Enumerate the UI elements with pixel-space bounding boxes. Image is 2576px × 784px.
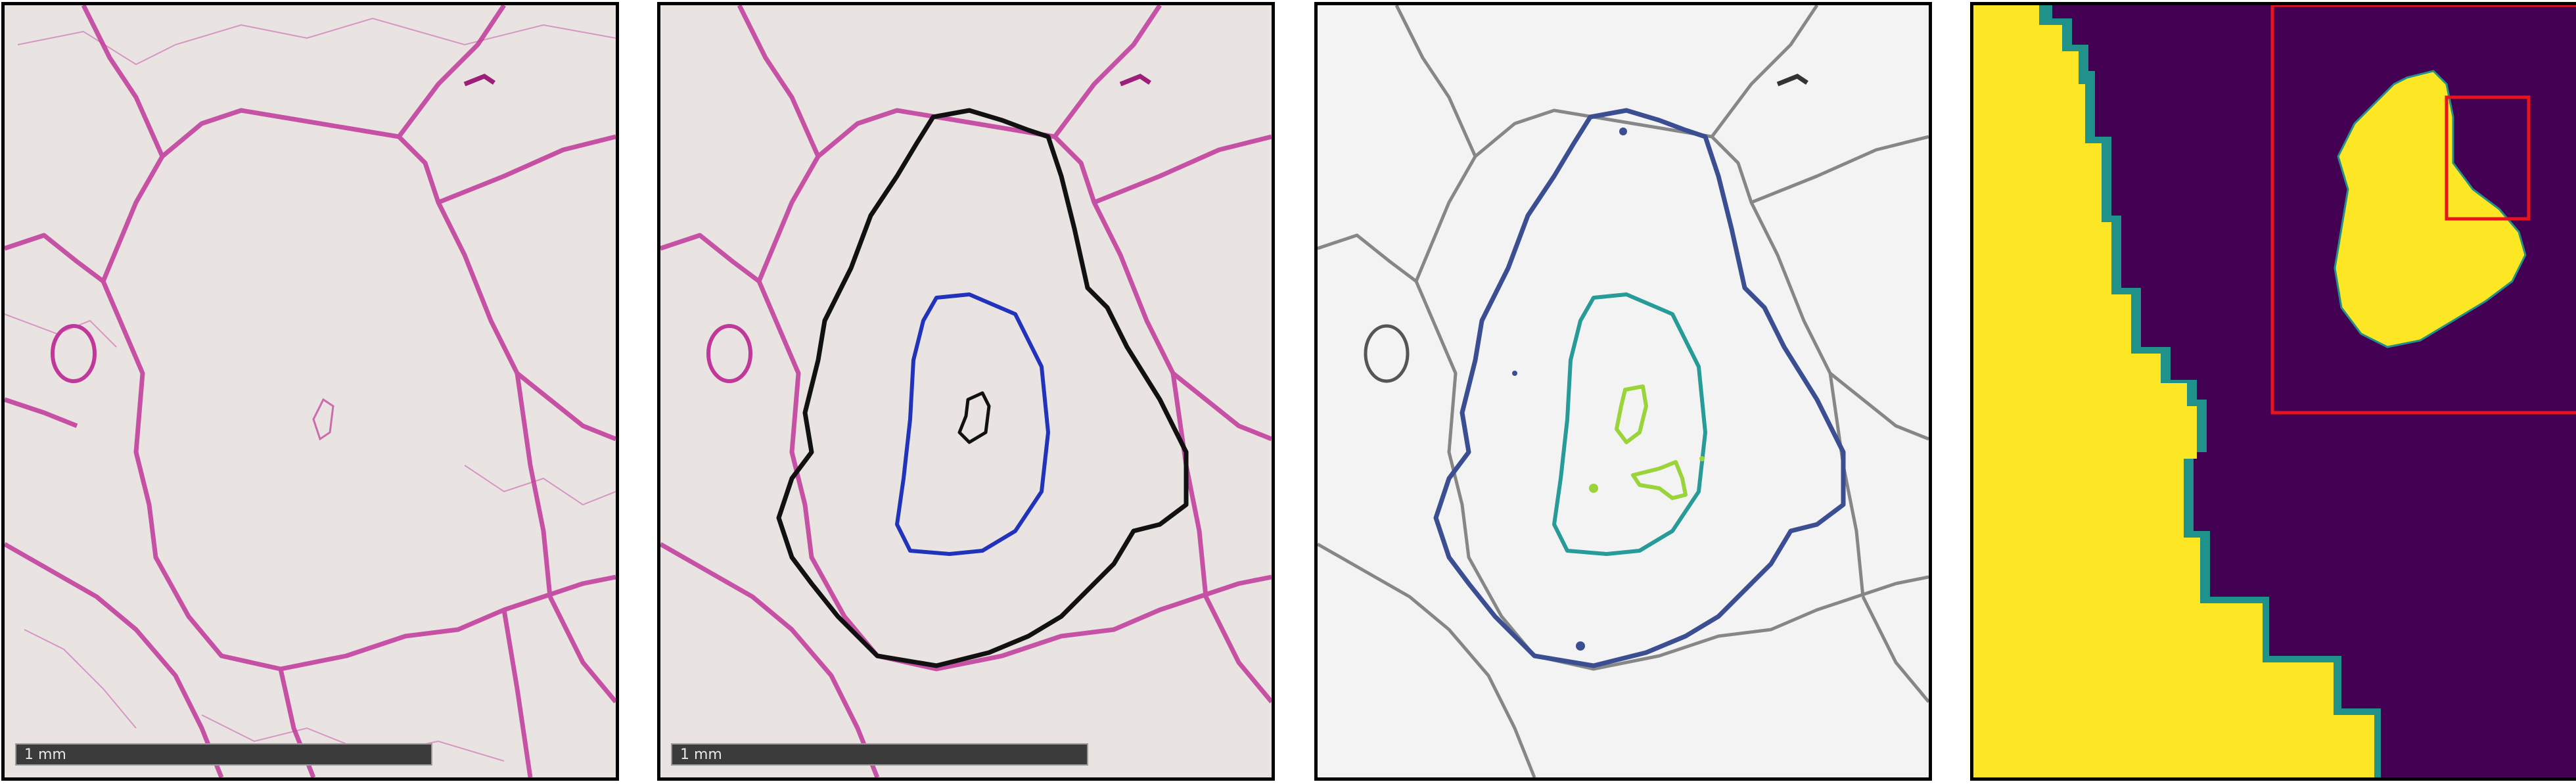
highlight-box-large (2270, 5, 2576, 415)
scale-bar-label: 1 mm (680, 747, 722, 763)
panel-he-contours: 1 mm (657, 2, 1275, 781)
highlight-box-small (2445, 95, 2531, 221)
core-region-upper (1615, 384, 1648, 444)
core-dot (1699, 456, 1705, 461)
mask-viridis-image (1973, 5, 2576, 777)
panel-mask-viridis (1970, 2, 2576, 781)
outer-contour (1433, 108, 1846, 668)
gray-segmentation-image (1318, 5, 1929, 777)
outer-dot (1576, 641, 1585, 651)
scale-bar: 1 mm (671, 743, 1088, 766)
outer-contour (776, 108, 1189, 668)
panel-gray-segmentation (1314, 2, 1932, 781)
he-stain-image (5, 5, 616, 777)
inner-contour (895, 292, 1050, 556)
core-region-lower (1631, 460, 1688, 500)
he-contours-image (660, 5, 1272, 777)
mask-inset-region (2334, 70, 2527, 348)
mask-region-yellow (1973, 5, 2374, 777)
scale-bar: 1 mm (15, 743, 432, 766)
core-dot (1589, 484, 1598, 493)
core-contour (957, 391, 991, 444)
scale-bar-label: 1 mm (24, 747, 66, 763)
panel-he-stain: 1 mm (1, 2, 619, 781)
outer-dot (1512, 371, 1517, 376)
inner-contour (1552, 292, 1707, 556)
outer-dot (1619, 127, 1627, 135)
